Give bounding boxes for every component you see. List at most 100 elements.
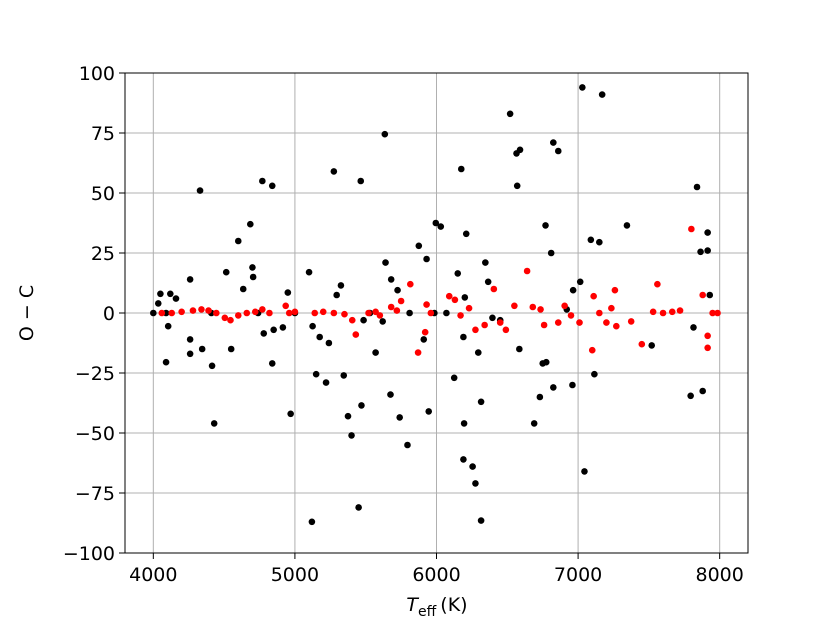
point <box>706 291 714 299</box>
point <box>460 420 468 427</box>
point <box>649 308 657 316</box>
point <box>167 290 174 298</box>
point <box>249 273 257 281</box>
point <box>352 331 360 338</box>
point <box>239 285 247 293</box>
point <box>484 278 492 286</box>
point <box>437 223 445 230</box>
point <box>699 291 706 299</box>
point <box>312 370 320 378</box>
point <box>404 441 411 449</box>
point <box>357 177 365 185</box>
point <box>162 358 170 366</box>
point <box>358 402 365 409</box>
point <box>506 110 514 118</box>
point <box>337 282 345 289</box>
point <box>697 248 704 256</box>
point <box>516 345 523 353</box>
point <box>341 310 348 318</box>
point <box>550 384 557 391</box>
point <box>554 319 562 326</box>
point <box>379 318 386 325</box>
point <box>234 312 242 319</box>
point <box>472 480 479 487</box>
point <box>414 349 422 356</box>
point <box>319 308 327 316</box>
point <box>387 303 395 311</box>
y-tick-label: −75 <box>75 483 115 505</box>
point <box>477 398 485 406</box>
point <box>613 322 620 330</box>
point <box>259 177 266 185</box>
point <box>164 322 172 330</box>
point <box>587 236 595 244</box>
point <box>588 346 596 354</box>
y-tick-label: 75 <box>91 123 115 145</box>
point <box>316 333 323 341</box>
point <box>537 306 544 313</box>
x-label-unit: (K) <box>440 594 467 616</box>
point <box>450 374 458 382</box>
point <box>322 379 330 386</box>
point <box>502 326 510 334</box>
point <box>157 290 164 298</box>
point <box>251 308 259 316</box>
point <box>396 414 403 421</box>
point <box>457 165 465 173</box>
point <box>542 358 550 366</box>
point <box>247 220 254 228</box>
y-axis-label: O − C <box>16 285 38 341</box>
point <box>704 229 711 236</box>
point <box>259 306 266 313</box>
point <box>268 182 276 190</box>
point <box>460 456 467 463</box>
point <box>196 187 204 194</box>
point <box>234 237 242 245</box>
point <box>227 316 234 324</box>
point <box>372 349 379 356</box>
point <box>638 340 646 348</box>
point <box>561 302 568 310</box>
point <box>330 309 338 317</box>
point <box>611 286 619 294</box>
point <box>305 268 313 276</box>
point <box>284 289 292 296</box>
point <box>542 222 549 229</box>
point <box>397 297 405 305</box>
point <box>365 309 372 317</box>
point <box>654 280 661 288</box>
point <box>462 230 470 238</box>
point <box>709 309 716 317</box>
point <box>186 350 194 358</box>
point <box>659 309 667 317</box>
point <box>596 309 603 317</box>
point <box>481 321 488 329</box>
point <box>189 307 197 314</box>
point <box>150 309 157 317</box>
point <box>690 324 697 331</box>
point <box>186 336 194 343</box>
point <box>461 294 469 301</box>
point <box>243 309 251 317</box>
point <box>547 249 555 257</box>
point <box>687 392 694 400</box>
point <box>516 146 524 154</box>
point <box>576 278 584 286</box>
point <box>704 247 711 254</box>
point <box>668 308 676 316</box>
point <box>699 387 706 395</box>
point <box>496 319 504 326</box>
y-tick-label: 25 <box>91 243 115 265</box>
point <box>569 286 577 294</box>
point <box>221 314 229 322</box>
point <box>425 408 433 415</box>
point <box>590 292 597 300</box>
point <box>598 91 606 98</box>
point <box>348 316 356 324</box>
y-tick-label: −25 <box>75 363 115 385</box>
point <box>550 139 557 146</box>
point <box>608 304 615 312</box>
point <box>540 321 548 329</box>
y-tick-label: −50 <box>75 423 115 445</box>
point <box>348 432 355 439</box>
